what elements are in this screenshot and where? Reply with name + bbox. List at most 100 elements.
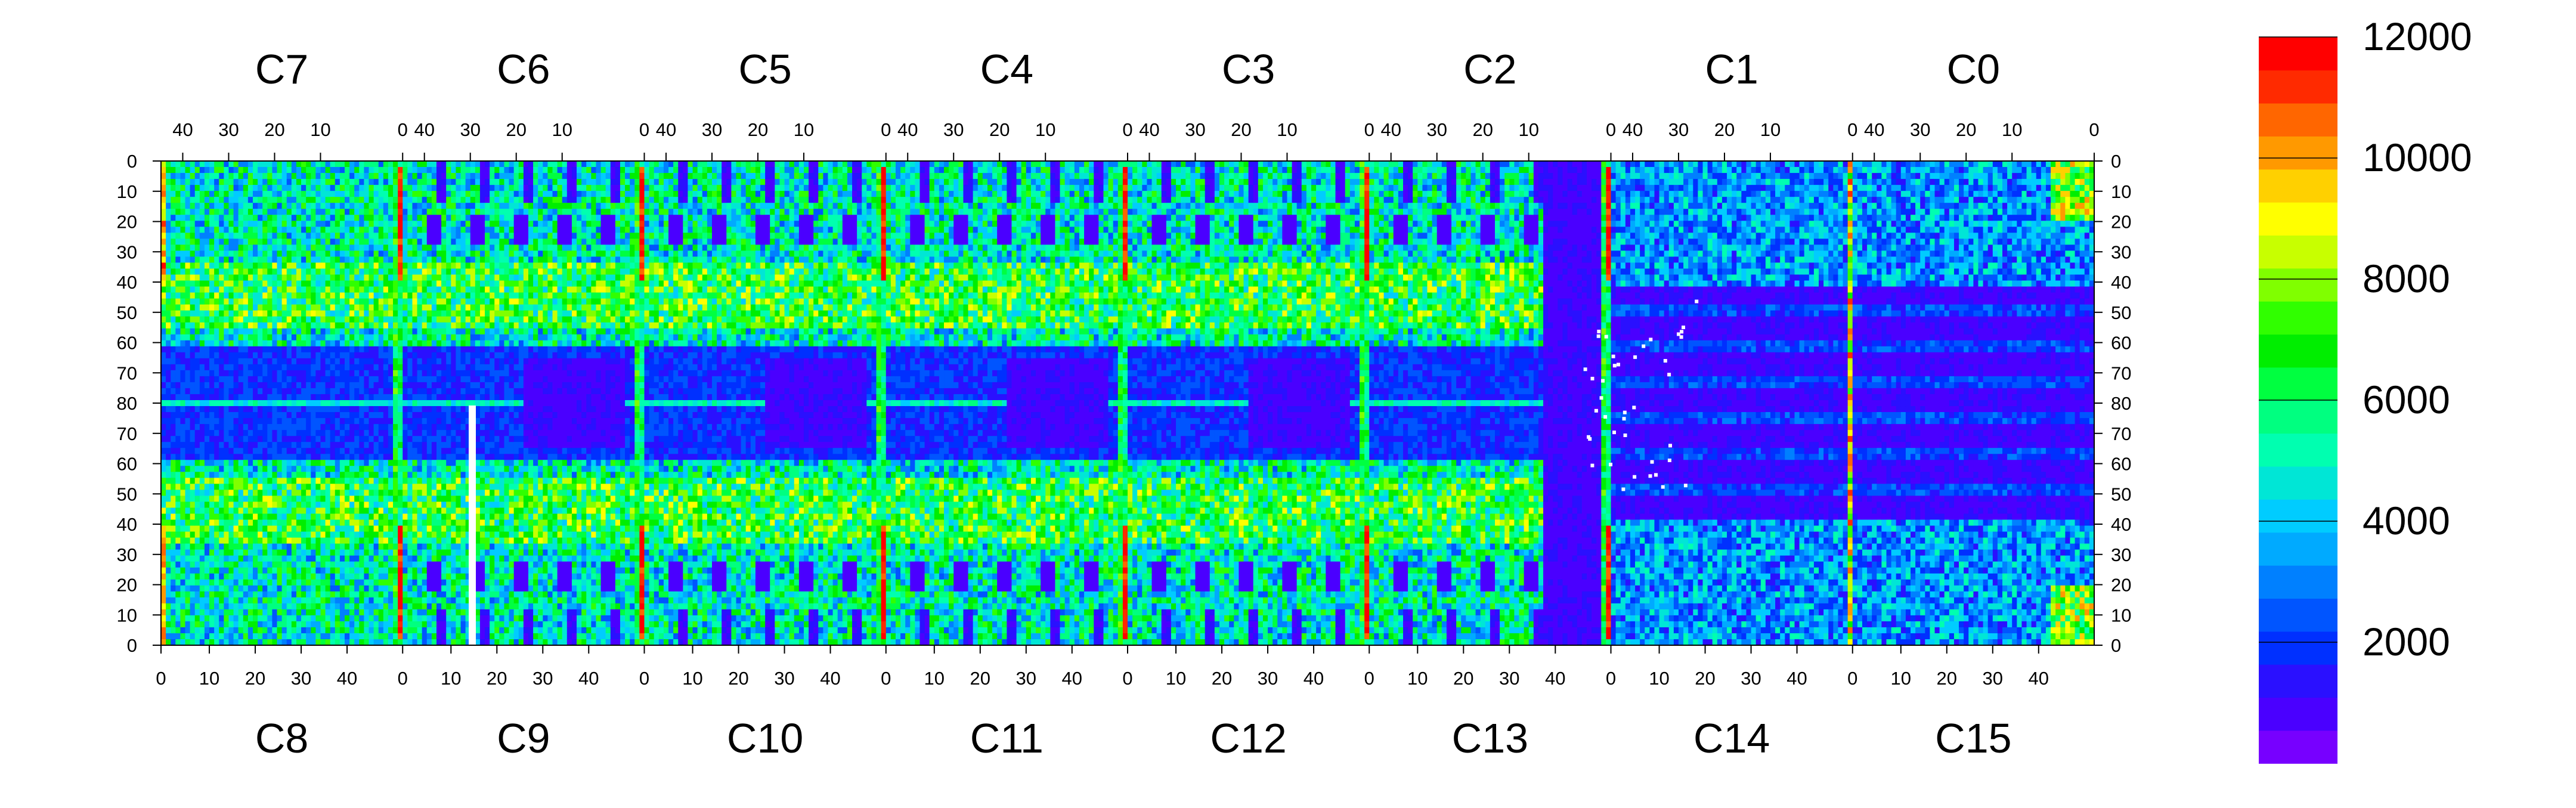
row-tick-label-left: 30 xyxy=(117,242,137,262)
col-tick-label-bottom: 40 xyxy=(1304,668,1324,689)
dead-strip xyxy=(469,405,476,645)
chip-label-bottom: C9 xyxy=(497,715,550,761)
col-tick-label-bottom: 30 xyxy=(1983,668,2003,689)
heatmap-cells xyxy=(161,161,2095,646)
col-tick-label-top: 30 xyxy=(1668,119,1689,140)
col-tick-label-bottom: 0 xyxy=(1847,668,1857,689)
col-tick-label-bottom: 0 xyxy=(1364,668,1374,689)
chip-label-top: C1 xyxy=(1705,46,1758,92)
row-tick-label-left: 20 xyxy=(117,212,137,233)
chip-label-top: C4 xyxy=(980,46,1033,92)
col-tick-label-bottom: 0 xyxy=(156,668,166,689)
col-tick-label-top: 0 xyxy=(639,119,649,140)
col-tick-label-top: 40 xyxy=(897,119,918,140)
chip-label-top: C0 xyxy=(1947,46,2000,92)
col-tick-label-bottom: 10 xyxy=(924,668,945,689)
chip-label-bottom: C10 xyxy=(727,715,803,761)
col-tick-label-top: 0 xyxy=(1606,119,1616,140)
col-tick-label-top: 0 xyxy=(398,119,408,140)
col-tick-label-top: 0 xyxy=(2089,119,2099,140)
col-tick-label-bottom: 40 xyxy=(2029,668,2049,689)
col-tick-label-top: 20 xyxy=(1956,119,1976,140)
colorbar-label: 6000 xyxy=(2363,377,2450,422)
row-tick-label-right: 30 xyxy=(2111,242,2131,262)
row-tick-label-left: 10 xyxy=(117,605,137,626)
col-tick-label-bottom: 30 xyxy=(1499,668,1519,689)
col-tick-label-top: 20 xyxy=(1231,119,1251,140)
row-tick-label-left: 70 xyxy=(117,363,137,383)
col-tick-label-bottom: 20 xyxy=(1212,668,1232,689)
col-tick-label-top: 10 xyxy=(552,119,572,140)
row-tick-label-right: 70 xyxy=(2111,423,2131,444)
col-tick-label-top: 30 xyxy=(218,119,239,140)
col-tick-label-bottom: 0 xyxy=(1122,668,1132,689)
row-tick-label-right: 10 xyxy=(2111,605,2131,626)
col-tick-label-top: 30 xyxy=(460,119,480,140)
row-tick-label-left: 50 xyxy=(117,484,137,504)
row-tick-label-right: 80 xyxy=(2111,393,2131,414)
col-tick-label-top: 0 xyxy=(1847,119,1857,140)
col-tick-label-bottom: 10 xyxy=(1166,668,1186,689)
col-tick-label-bottom: 30 xyxy=(774,668,794,689)
row-tick-label-right: 50 xyxy=(2111,484,2131,504)
col-tick-label-top: 20 xyxy=(264,119,284,140)
row-tick-label-left: 40 xyxy=(117,514,137,535)
row-tick-label-right: 20 xyxy=(2111,212,2131,233)
col-tick-label-top: 20 xyxy=(989,119,1010,140)
col-tick-label-top: 10 xyxy=(2002,119,2022,140)
chip-label-bottom: C12 xyxy=(1210,715,1286,761)
col-tick-label-top: 40 xyxy=(1139,119,1159,140)
col-tick-label-top: 40 xyxy=(414,119,434,140)
col-tick-label-bottom: 30 xyxy=(1741,668,1761,689)
row-tick-label-left: 80 xyxy=(117,393,137,414)
row-tick-label-right: 20 xyxy=(2111,575,2131,596)
col-tick-label-bottom: 10 xyxy=(1649,668,1669,689)
col-tick-label-top: 10 xyxy=(794,119,814,140)
col-tick-label-bottom: 20 xyxy=(487,668,507,689)
row-tick-label-left: 20 xyxy=(117,575,137,596)
col-tick-label-bottom: 20 xyxy=(1695,668,1715,689)
col-tick-label-bottom: 20 xyxy=(245,668,265,689)
row-tick-label-left: 10 xyxy=(117,181,137,202)
col-tick-label-top: 20 xyxy=(1714,119,1735,140)
chip-label-top: C7 xyxy=(255,46,308,92)
row-tick-label-left: 30 xyxy=(117,544,137,565)
col-tick-label-bottom: 30 xyxy=(291,668,311,689)
col-tick-label-bottom: 30 xyxy=(1258,668,1278,689)
row-tick-label-left: 60 xyxy=(117,454,137,475)
col-tick-label-top: 20 xyxy=(1472,119,1493,140)
row-tick-label-right: 10 xyxy=(2111,181,2131,202)
col-tick-label-bottom: 40 xyxy=(337,668,357,689)
col-tick-label-top: 30 xyxy=(943,119,964,140)
col-tick-label-top: 10 xyxy=(1035,119,1055,140)
row-tick-label-right: 0 xyxy=(2111,635,2121,656)
col-tick-label-top: 40 xyxy=(1380,119,1401,140)
chip-label-bottom: C13 xyxy=(1452,715,1528,761)
chip-label-top: C3 xyxy=(1222,46,1275,92)
col-tick-label-bottom: 10 xyxy=(1891,668,1911,689)
col-tick-label-top: 10 xyxy=(1518,119,1538,140)
col-tick-label-bottom: 40 xyxy=(1787,668,1807,689)
row-tick-label-right: 0 xyxy=(2111,151,2121,172)
col-tick-label-bottom: 0 xyxy=(1606,668,1616,689)
col-tick-label-top: 40 xyxy=(1864,119,1884,140)
row-tick-label-right: 60 xyxy=(2111,454,2131,475)
col-tick-label-top: 30 xyxy=(702,119,722,140)
row-tick-label-right: 50 xyxy=(2111,302,2131,323)
col-tick-label-bottom: 10 xyxy=(441,668,461,689)
colorbar-label: 10000 xyxy=(2363,135,2472,179)
colorbar-label: 2000 xyxy=(2363,620,2450,664)
col-tick-label-bottom: 20 xyxy=(728,668,748,689)
col-tick-label-bottom: 30 xyxy=(1016,668,1036,689)
chip-label-bottom: C15 xyxy=(1935,715,2011,761)
chip-label-bottom: C11 xyxy=(970,715,1044,761)
col-tick-label-bottom: 0 xyxy=(881,668,891,689)
row-tick-label-left: 0 xyxy=(127,635,137,656)
row-tick-label-right: 60 xyxy=(2111,333,2131,354)
row-tick-label-right: 70 xyxy=(2111,363,2131,383)
colorbar-label: 4000 xyxy=(2363,499,2450,543)
col-tick-label-bottom: 40 xyxy=(820,668,840,689)
row-tick-label-left: 70 xyxy=(117,423,137,444)
colorbar-label: 8000 xyxy=(2363,256,2450,301)
chip-label-bottom: C8 xyxy=(255,715,308,761)
